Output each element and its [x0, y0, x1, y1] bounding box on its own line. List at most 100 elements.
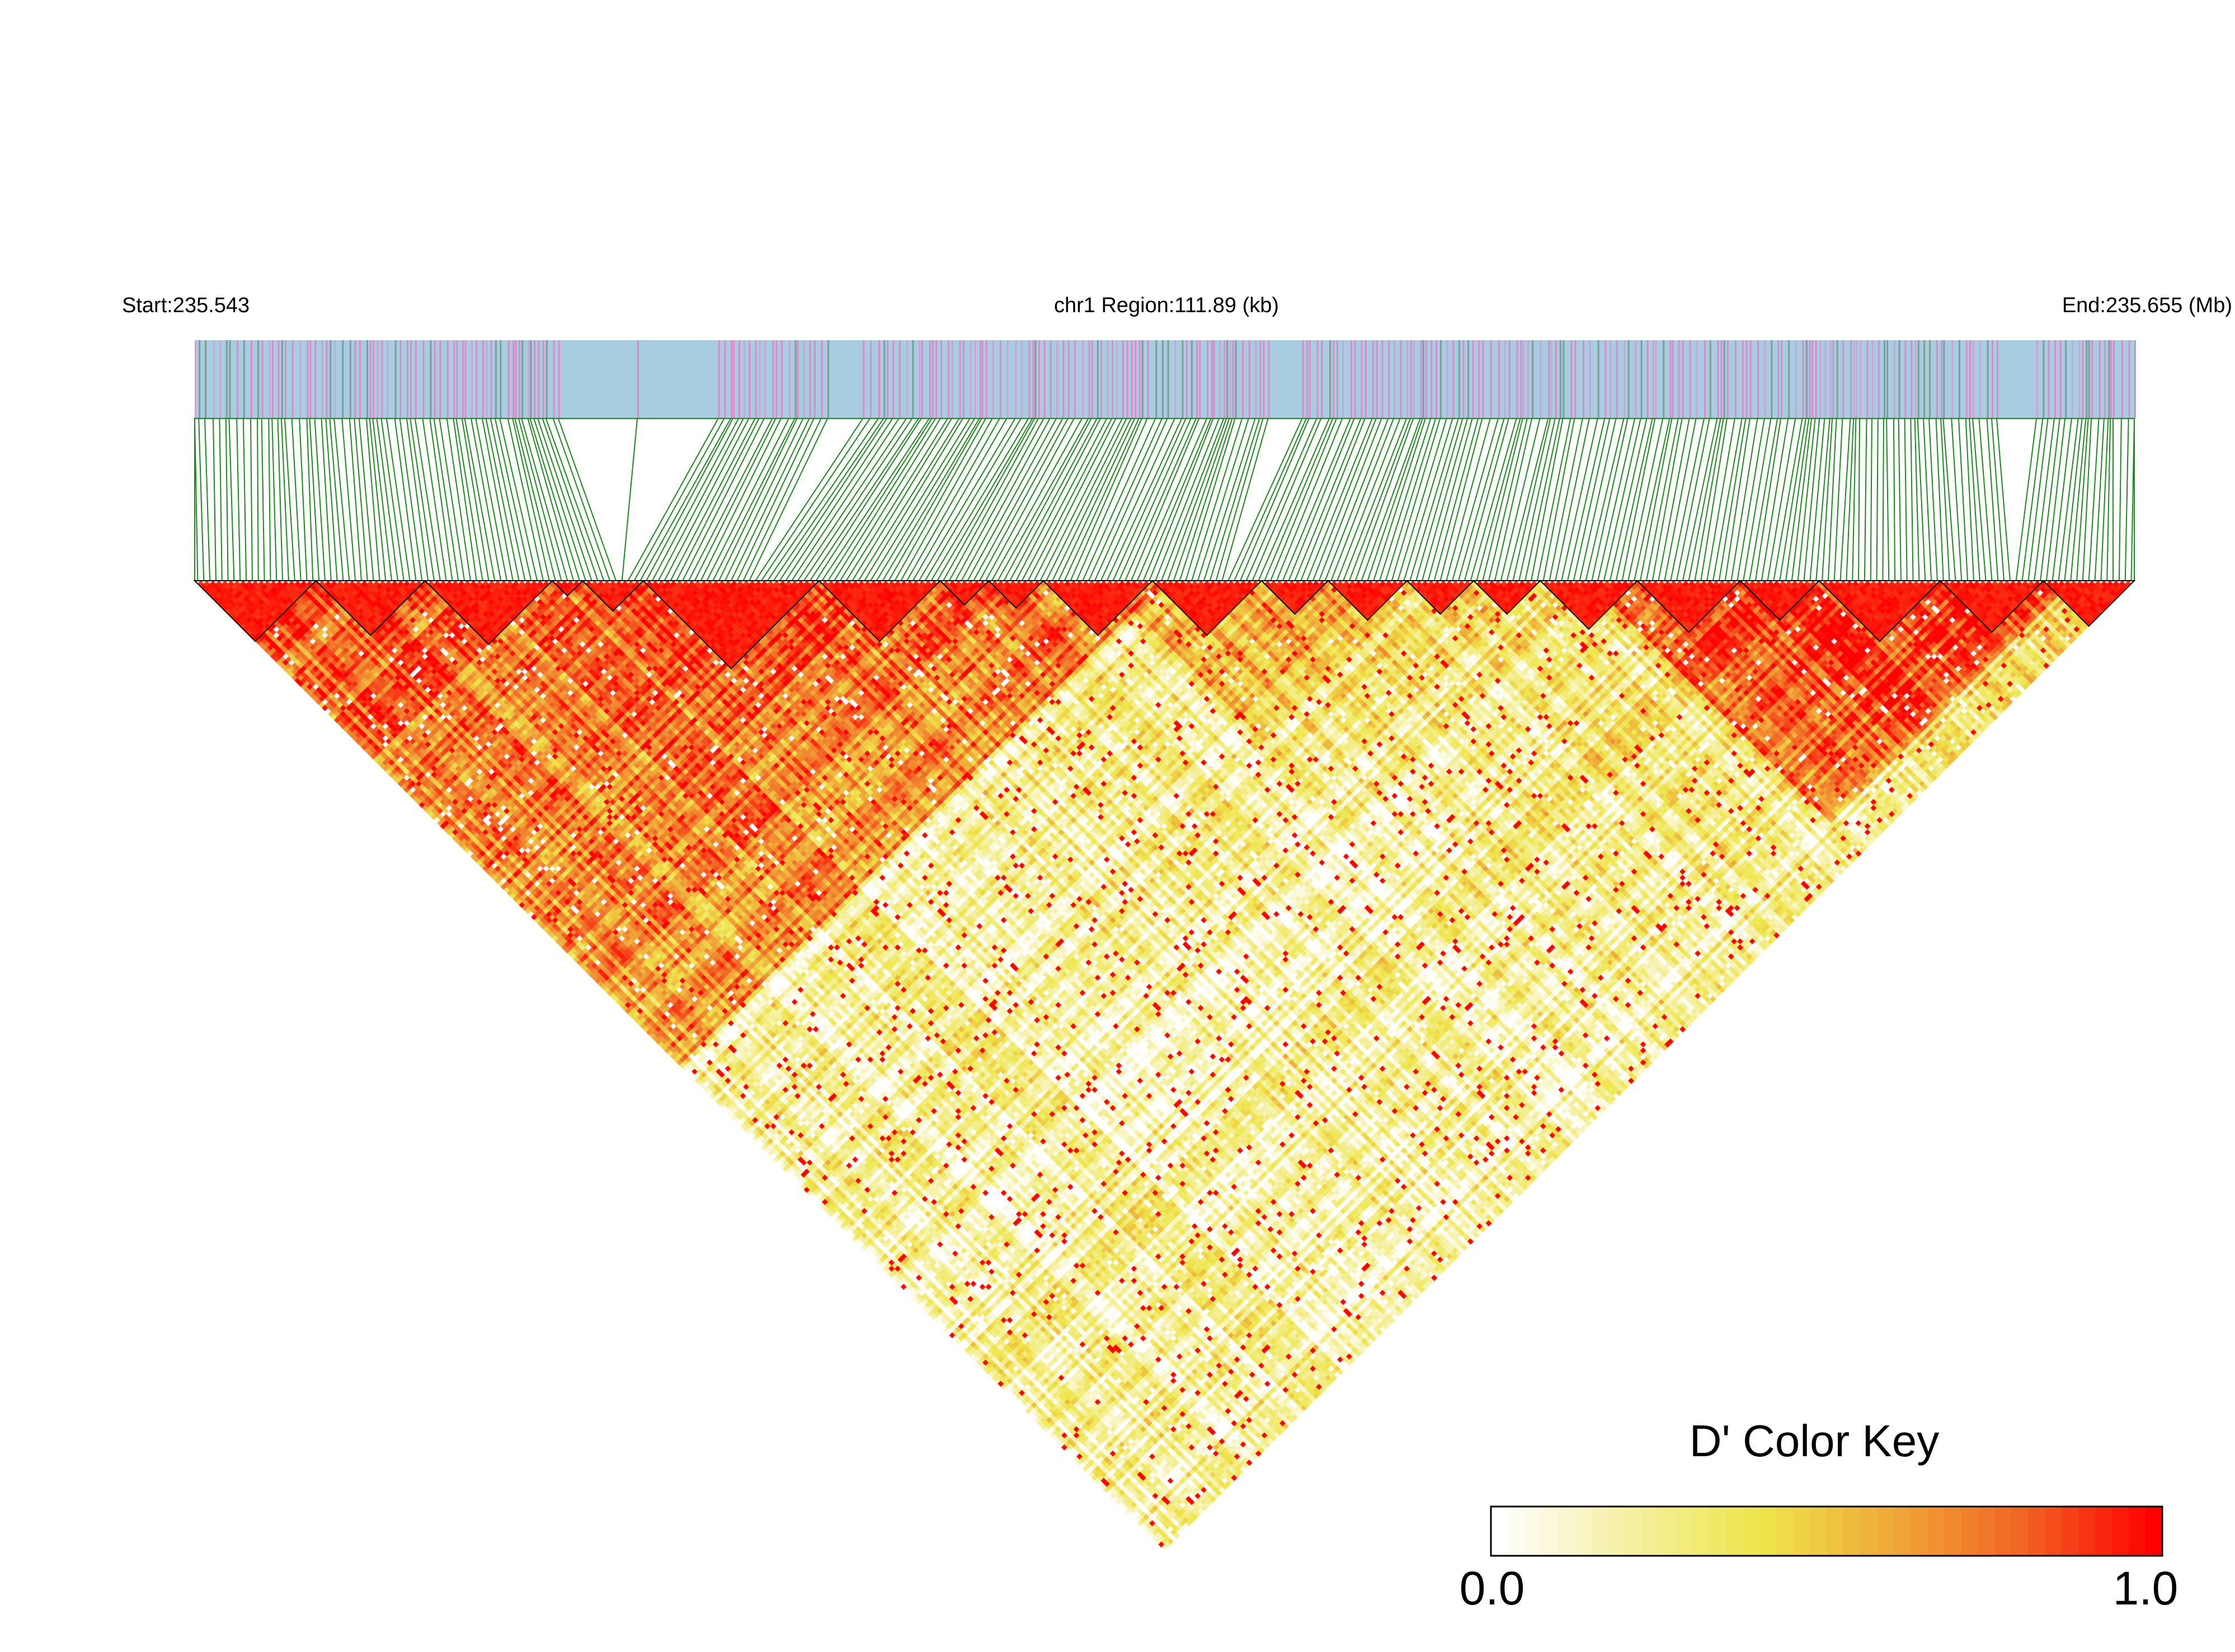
snp-tick — [381, 340, 383, 418]
snp-tick — [1306, 340, 1308, 418]
connector-line — [930, 418, 1029, 581]
snp-tick — [1958, 340, 1960, 418]
snp-tick — [1100, 340, 1102, 418]
connector-line — [475, 418, 507, 581]
color-key-swatch — [1860, 1507, 1878, 1556]
snp-tick — [1929, 340, 1931, 418]
snp-tick — [453, 340, 455, 418]
snp-tick — [538, 340, 540, 418]
snp-tick — [1815, 340, 1817, 418]
snp-tick — [1550, 340, 1552, 418]
snp-tick — [898, 340, 901, 418]
connector-line — [882, 418, 980, 581]
snp-tick — [2088, 340, 2090, 418]
connector-line — [1996, 418, 2011, 581]
snp-tick — [1717, 340, 1719, 418]
connector-line — [1749, 418, 1778, 581]
snp-tick — [439, 340, 441, 418]
connector-line — [1597, 418, 1636, 581]
snp-tick — [1381, 340, 1384, 418]
connector-line — [864, 418, 963, 581]
snp-tick — [1361, 340, 1363, 418]
snp-tick — [250, 340, 252, 418]
connector-line — [1221, 418, 1269, 581]
connector-line — [1555, 418, 1590, 581]
snp-tick — [399, 340, 402, 418]
snp-tick — [1329, 340, 1331, 418]
color-key-swatch — [1558, 1507, 1575, 1556]
snp-tick — [495, 340, 497, 418]
snp-tick — [1965, 340, 1968, 418]
connector-line — [291, 418, 302, 581]
snp-tick — [979, 340, 981, 418]
connector-line — [1415, 418, 1464, 581]
snp-tick — [386, 340, 388, 418]
connector-line — [1203, 418, 1256, 581]
snp-tick — [422, 340, 425, 418]
connector-line — [1603, 418, 1641, 581]
snp-tick — [1191, 340, 1193, 418]
haplotype-block-outline — [1405, 580, 1475, 615]
snp-tick — [1893, 340, 1895, 418]
snp-tick — [1941, 340, 1943, 418]
snp-tick — [1229, 340, 1231, 418]
snp-tick — [464, 340, 467, 418]
connector-line — [1142, 418, 1212, 581]
connector-line — [1833, 418, 1843, 581]
snp-tick — [326, 340, 328, 418]
snp-tick — [1394, 340, 1396, 418]
connector-line — [2040, 418, 2060, 581]
connector-line — [1767, 418, 1796, 581]
snp-tick — [349, 340, 351, 418]
connector-line — [1046, 418, 1127, 581]
snp-tick — [1742, 340, 1744, 418]
connector-line — [1536, 418, 1571, 581]
snp-tick — [1917, 340, 1919, 418]
connector-line — [1343, 418, 1407, 581]
snp-tick — [1646, 340, 1649, 418]
snp-tick — [906, 340, 909, 418]
snp-tick — [1555, 340, 1557, 418]
snp-tick — [2091, 340, 2093, 418]
connector-line — [257, 418, 259, 581]
snp-tick — [330, 340, 332, 418]
snp-tick — [500, 340, 502, 418]
connector-line — [482, 418, 514, 581]
snp-tick — [981, 340, 984, 418]
snp-tick — [281, 340, 283, 418]
connector-line — [1470, 418, 1517, 581]
snp-tick — [2043, 340, 2045, 418]
connector-line — [1700, 418, 1728, 581]
snp-tick — [1652, 340, 1654, 418]
connector-line — [1409, 418, 1459, 581]
snp-tick — [1211, 340, 1213, 418]
connector-line — [1761, 418, 1789, 581]
snp-tick — [334, 340, 336, 418]
connector-line — [1282, 418, 1351, 581]
snp-tick — [1333, 340, 1335, 418]
snp-tick — [1097, 340, 1099, 418]
haplotype-block-outline — [1739, 580, 1821, 621]
snp-tick — [724, 340, 726, 418]
color-key-min-label: 0.0 — [1460, 1562, 1525, 1615]
snp-tick — [1199, 340, 1201, 418]
snp-tick — [1131, 340, 1133, 418]
snp-tick — [2086, 340, 2088, 418]
connector-line — [918, 418, 1016, 581]
connector-line — [937, 418, 1033, 581]
snp-tick — [1878, 340, 1880, 418]
connector-line — [455, 418, 483, 581]
snp-tick — [1248, 340, 1250, 418]
snp-tick — [342, 340, 344, 418]
snp-tick — [1410, 340, 1412, 418]
snp-tick — [321, 340, 323, 418]
snp-tick — [962, 340, 964, 418]
connector-line — [773, 418, 884, 581]
snp-tick — [446, 340, 449, 418]
snp-tick — [1829, 340, 1832, 418]
connector-line — [736, 418, 815, 581]
connector-line — [761, 418, 871, 581]
connector-line — [1288, 418, 1355, 581]
color-key-swatch — [1524, 1507, 1542, 1556]
connector-line — [1718, 418, 1747, 581]
